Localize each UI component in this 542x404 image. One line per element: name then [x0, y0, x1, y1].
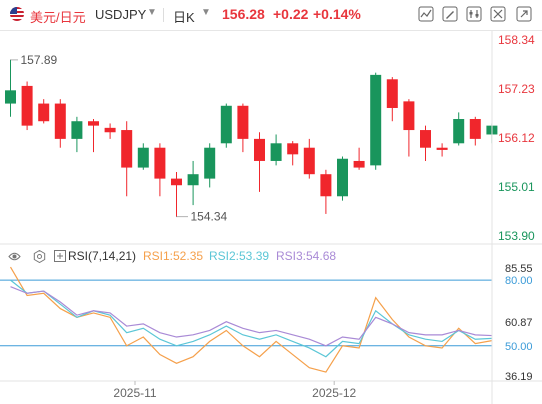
chevron-down-icon[interactable]: ▼: [201, 7, 211, 18]
candle-body: [104, 127, 116, 133]
candle-body: [71, 121, 83, 139]
candles-layer: 157.89 154.34: [5, 53, 498, 224]
rsi-tick-label: 60.87: [505, 317, 533, 329]
price-tick-label: 157.23: [498, 82, 535, 96]
candle-body: [353, 160, 365, 168]
candle-body: [38, 103, 50, 122]
candle-body: [386, 79, 398, 108]
rsi3-value: RSI3:54.68: [276, 249, 337, 263]
min-price-label: 154.34: [191, 210, 228, 224]
rsi-tick-label: 80.00: [505, 275, 533, 287]
candle-body: [137, 147, 149, 168]
candle-body: [154, 147, 166, 179]
axis-layer: 158.34 157.23 156.12 155.01 153.90 85.5580.00…: [0, 31, 542, 404]
candle-body: [287, 143, 299, 155]
time-tick-label: 2025-11: [113, 386, 156, 400]
candle-body: [187, 174, 199, 186]
pair-name[interactable]: 美元/日元: [30, 10, 86, 25]
candle-body: [171, 178, 182, 186]
candle-body: [237, 105, 249, 139]
candle-body: [270, 143, 282, 161]
candle-body: [370, 74, 382, 166]
rsi2-value: RSI2:53.39: [209, 249, 270, 263]
price-tick-label: 158.34: [498, 33, 535, 47]
candle-body: [436, 147, 448, 150]
rsi-tick-label: 50.00: [505, 341, 533, 353]
candle-body: [204, 147, 216, 179]
candle-body: [121, 130, 133, 168]
candle-body: [420, 130, 431, 148]
candle-body: [469, 119, 481, 139]
price-change: +0.22: [273, 6, 309, 22]
candle-body: [403, 101, 415, 131]
symbol-selector[interactable]: USDJPY: [95, 7, 147, 22]
line-tool-icon[interactable]: [418, 6, 434, 22]
eye-icon[interactable]: [8, 250, 21, 263]
candle-body: [254, 138, 265, 161]
indicator-settings-icon[interactable]: [466, 6, 482, 22]
rsi-title: RSI(7,14,21): [68, 249, 137, 263]
fullscreen-icon[interactable]: [490, 6, 506, 22]
toolbar-divider: [163, 8, 164, 22]
toggle-icon[interactable]: [54, 250, 66, 262]
chart-toolbar: 美元/日元 USDJPY ▼ 日K ▼ 156.28 +0.22 +0.14%: [0, 0, 542, 30]
more-icon[interactable]: [516, 6, 532, 22]
price-tick-label: 156.12: [498, 131, 535, 145]
price-change-pct: +0.14%: [313, 6, 361, 22]
rsi-series-rsi1: [9, 266, 493, 373]
candle-body: [337, 158, 348, 197]
toolbar-divider-line: [0, 30, 542, 31]
candle-body: [320, 174, 332, 197]
rsi1-value: RSI1:52.35: [143, 249, 204, 263]
max-price-label: 157.89: [21, 53, 58, 67]
period-selector[interactable]: 日K: [173, 10, 195, 25]
candle-body: [5, 90, 16, 104]
us-flag-icon: [10, 7, 24, 21]
candle-body: [88, 121, 99, 126]
rsi-tick-label: 85.55: [505, 263, 533, 275]
candle-body: [54, 103, 66, 139]
candle-body: [453, 119, 465, 144]
rsi-tick-label: 36.19: [505, 371, 533, 383]
draw-tool-icon[interactable]: [442, 6, 458, 22]
time-tick-label: 2025-12: [312, 386, 356, 400]
candle-body: [220, 105, 232, 144]
chevron-down-icon[interactable]: ▼: [147, 7, 157, 18]
rsi-series-rsi3: [10, 286, 492, 347]
last-price: 156.28: [222, 6, 265, 22]
gear-icon[interactable]: [33, 250, 46, 263]
candle-body: [21, 85, 33, 126]
price-tick-label: 153.90: [498, 229, 535, 243]
price-tick-label: 155.01: [498, 180, 535, 194]
candle-body: [303, 147, 315, 175]
rsi-series-rsi2: [10, 279, 492, 358]
rsi-layer: [0, 266, 493, 373]
